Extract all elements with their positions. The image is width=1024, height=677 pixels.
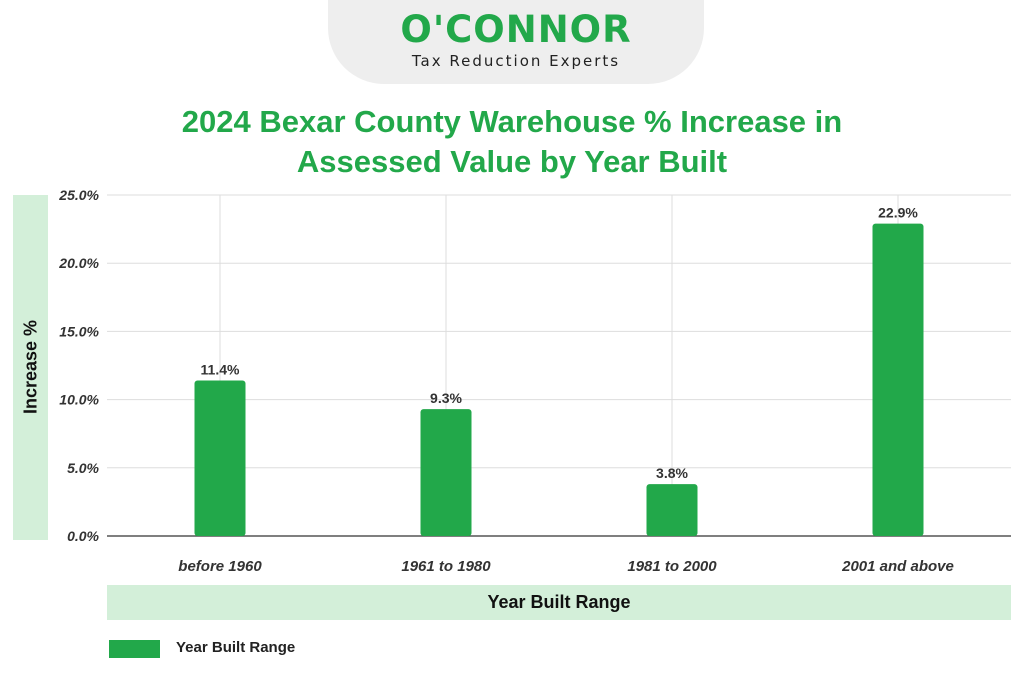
y-tick-label: 5.0%	[67, 460, 99, 476]
bar	[194, 380, 246, 536]
chart-title-line-2: Assessed Value by Year Built	[296, 144, 728, 179]
x-tick-label: before 1960	[178, 558, 262, 575]
bar	[646, 484, 698, 536]
brand-tagline: Tax Reduction Experts	[411, 52, 621, 70]
y-tick-label: 0.0%	[67, 528, 99, 544]
chart-title-line-1: 2024 Bexar County Warehouse % Increase i…	[181, 104, 843, 139]
bar	[872, 223, 924, 537]
x-tick-label: 2001 and above	[841, 558, 954, 575]
data-label: 3.8%	[656, 465, 688, 481]
legend-label: Year Built Range	[176, 639, 296, 656]
data-label: 11.4%	[201, 362, 240, 378]
data-label: 9.3%	[430, 390, 462, 406]
x-axis-label-band: Year Built Range	[107, 585, 1011, 620]
y-tick-label: 25.0%	[58, 187, 99, 203]
x-tick-label: 1961 to 1980	[401, 558, 491, 575]
logo-banner: O'CONNOR Tax Reduction Experts	[328, 0, 704, 84]
x-tick-label: 1981 to 2000	[627, 558, 717, 575]
y-tick-label: 20.0%	[58, 255, 99, 271]
bar	[420, 409, 472, 536]
y-tick-label: 10.0%	[59, 392, 99, 408]
data-label: 22.9%	[878, 205, 918, 221]
x-axis-label: Year Built Range	[487, 592, 631, 612]
y-axis-label-band	[13, 195, 48, 540]
legend-swatch	[109, 640, 160, 658]
brand-logo: O'CONNOR	[400, 8, 632, 51]
y-tick-label: 15.0%	[59, 323, 99, 339]
